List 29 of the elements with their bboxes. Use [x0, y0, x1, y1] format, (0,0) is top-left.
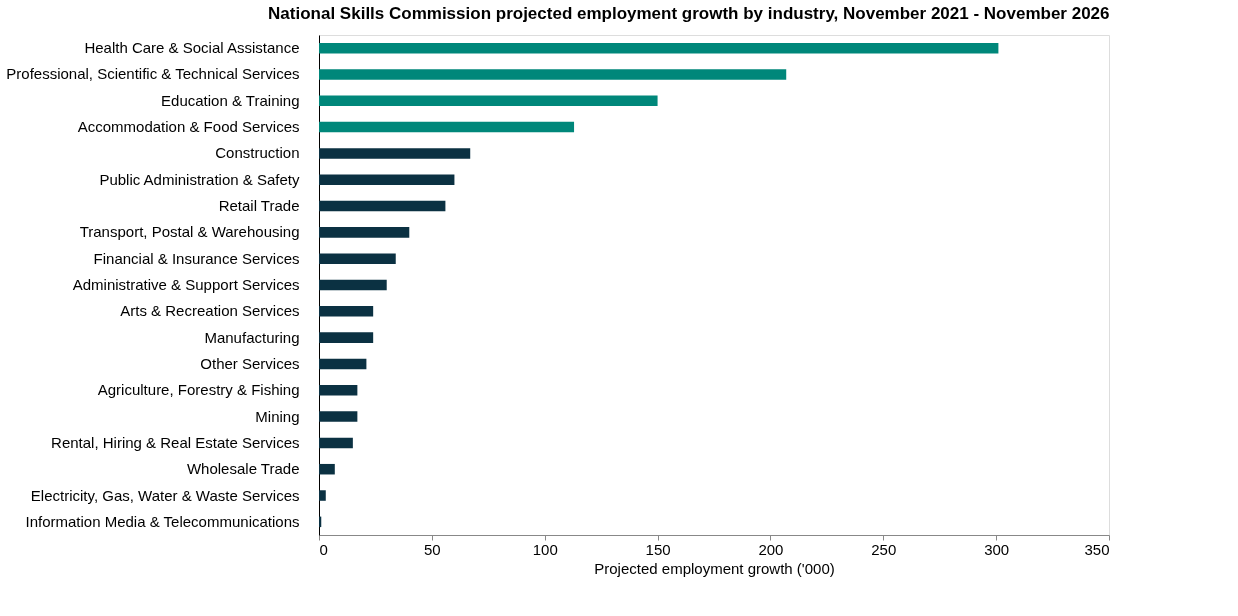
y-tick-label: Electricity, Gas, Water & Waste Services [30, 486, 300, 504]
y-tick-label: Financial & Insurance Services [93, 249, 300, 267]
y-tick-label: Manufacturing [204, 328, 300, 346]
x-axis-title: Projected employment growth ('000) [594, 559, 835, 577]
y-tick-label: Wholesale Trade [186, 460, 300, 478]
x-tick-label: 100 [532, 540, 558, 558]
y-tick-label: Arts & Recreation Services [120, 302, 300, 320]
y-tick-label: Information Media & Telecommunications [25, 512, 300, 530]
y-tick-label: Mining [255, 407, 300, 425]
y-tick-label: Education & Training [161, 91, 300, 109]
x-tick-label: 250 [871, 540, 897, 558]
x-tick-label: 200 [758, 540, 784, 558]
x-tick-label: 350 [1084, 540, 1110, 558]
y-tick-label: Health Care & Social Assistance [84, 39, 300, 57]
x-tick-label: 50 [424, 540, 441, 558]
y-tick-label: Rental, Hiring & Real Estate Services [51, 433, 300, 451]
x-tick-label: 300 [984, 540, 1010, 558]
y-tick-label: Administrative & Support Services [72, 276, 300, 293]
y-tick-label: Public Administration & Safety [99, 170, 300, 188]
y-tick-label: Agriculture, Forestry & Fishing [97, 381, 300, 399]
y-tick-label: Retail Trade [218, 197, 300, 215]
chart-title: National Skills Commission projected employment growth by industry, November 2021 - November 2026 [268, 4, 1110, 23]
y-tick-label: Construction [215, 144, 300, 162]
y-tick-label: Professional, Scientific & Technical Services [6, 65, 300, 83]
y-tick-label: Other Services [200, 354, 300, 372]
y-tick-label: Transport, Postal & Warehousing [79, 223, 300, 241]
y-tick-label: Accommodation & Food Services [77, 118, 300, 136]
x-tick-label: 0 [319, 540, 328, 558]
x-tick-label: 150 [645, 540, 671, 558]
